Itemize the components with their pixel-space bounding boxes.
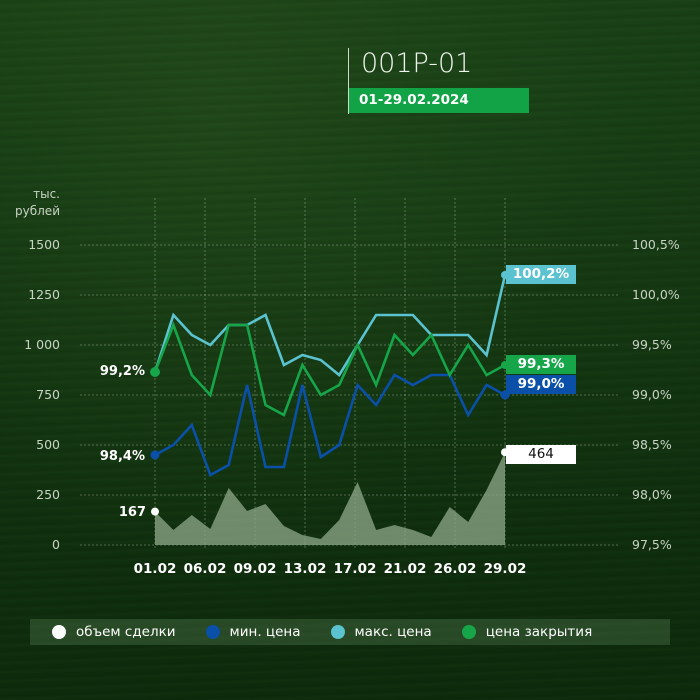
unit-line-2: рублей [15,204,60,218]
legend-dot-icon [52,625,66,639]
volume-area [155,452,505,545]
end-badge-volume: 464 [506,445,576,464]
legend: объем сделки мин. цена макс. цена цена з… [30,619,670,645]
legend-label: макс. цена [354,624,432,640]
legend-item-min[interactable]: мин. цена [205,624,301,640]
x-tick-label: 17.02 [333,561,377,577]
close-price-line [153,321,506,417]
start-label-volume: 167 [118,505,146,520]
end-badge-min: 99,0% [506,375,576,394]
legend-item-volume[interactable]: объем сделки [52,624,176,640]
left-axis-unit: тыс. рублей [0,186,60,220]
legend-label: мин. цена [229,624,301,640]
left-tick-label: 250 [36,487,60,502]
max-price-line [153,274,507,377]
left-tick-label: 750 [36,387,60,402]
legend-dot-icon [461,625,476,639]
right-tick-label: 98,0% [632,487,672,502]
right-tick-label: 99,0% [632,387,672,402]
left-tick-label: 1 000 [24,337,60,352]
left-tick-label: 1500 [28,237,60,252]
end-badge-max: 100,2% [506,265,576,284]
left-tick-label: 1250 [28,287,60,302]
close-start-dot [150,367,160,377]
unit-line-1: тыс. [33,187,60,201]
min-price-line [154,373,506,477]
period-badge: 01-29.02.2024 [349,88,529,113]
legend-item-close[interactable]: цена закрытия [461,624,593,640]
end-badge-close: 99,3% [506,355,576,374]
right-tick-label: 100,0% [632,287,680,302]
legend-item-max[interactable]: макс. цена [330,624,432,640]
x-tick-label: 06.02 [183,561,227,577]
right-tick-label: 98,5% [632,437,672,452]
chart-title: 001P-01 [361,48,473,79]
right-tick-label: 97,5% [632,537,672,552]
left-tick-label: 0 [52,537,60,552]
legend-dot-icon [330,625,345,639]
title-block: 001P-01 01-29.02.2024 [348,48,529,114]
x-tick-label: 13.02 [283,561,327,577]
legend-dot-icon [205,625,220,639]
left-tick-label: 500 [36,437,60,452]
right-tick-label: 100,5% [632,237,680,252]
right-tick-label: 99,5% [632,337,672,352]
min-start-dot [150,450,160,460]
legend-label: цена закрытия [485,624,593,640]
x-tick-label: 01.02 [133,561,177,577]
x-tick-label: 09.02 [233,561,277,577]
start-label-close: 99,2% [99,364,145,379]
volume-start-dot [151,507,159,516]
x-tick-label: 26.02 [433,561,477,577]
x-tick-label: 29.02 [483,561,527,577]
legend-label: объем сделки [76,624,176,640]
start-label-min: 98,4% [99,449,145,464]
x-tick-label: 21.02 [383,561,427,577]
